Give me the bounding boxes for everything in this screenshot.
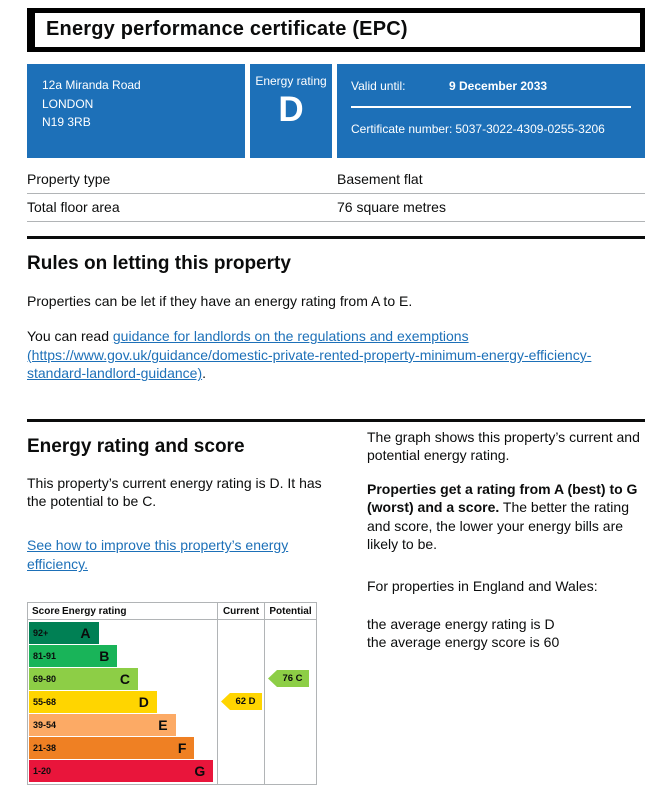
rules-paragraph-1: Properties can be let if they have an en… bbox=[27, 293, 413, 309]
address-line-2: LONDON bbox=[42, 96, 94, 111]
landlord-guidance-link[interactable]: guidance for landlords on the regulation… bbox=[27, 328, 592, 382]
epc-bands-column: 92+ A 81-91 B 69-80 C 55-68 D 39-54 E 21-38 F 1-20 G bbox=[28, 620, 217, 784]
chart-header-potential: Potential bbox=[264, 603, 316, 620]
rules-paragraph-2-prefix: You can read bbox=[27, 328, 113, 345]
property-detail-row: Total floor area 76 square metres bbox=[27, 194, 645, 222]
rules-section: Rules on letting this property Propertie… bbox=[27, 236, 645, 397]
chart-header-score: Score bbox=[32, 605, 60, 617]
rating-section: Energy rating and score This property’s … bbox=[27, 418, 645, 785]
summary-panel: 12a Miranda Road LONDON N19 3RB Energy r… bbox=[27, 64, 645, 158]
epc-band-row: 39-54 E bbox=[28, 714, 217, 737]
valid-until-row: Valid until: 9 December 2033 bbox=[351, 64, 631, 106]
band-letter: G bbox=[194, 763, 206, 780]
property-details-table: Property type Basement flat Total floor ar… bbox=[27, 166, 645, 222]
band-score-range: 1-20 bbox=[33, 766, 52, 777]
validity-box: Valid until: 9 December 2033 Certificate… bbox=[337, 64, 645, 158]
band-letter: B bbox=[99, 648, 110, 665]
average-rating-line: the average energy rating is D bbox=[367, 616, 555, 633]
epc-chart-header: Score Energy rating Current Potential bbox=[28, 603, 316, 621]
epc-band-bar-f: 21-38 F bbox=[29, 737, 195, 760]
rules-paragraph-2: You can read guidance for landlords on t… bbox=[27, 327, 645, 382]
certificate-number-label: Certificate number: bbox=[351, 122, 453, 136]
graph-intro-text: The graph shows this property’s current … bbox=[367, 428, 640, 464]
band-score-range: 81-91 bbox=[33, 651, 57, 662]
detail-value: Basement flat bbox=[337, 171, 423, 187]
band-score-range: 39-54 bbox=[33, 720, 57, 731]
epc-band-row: 55-68 D bbox=[28, 691, 217, 714]
rating-section-right-column: The graph shows this property’s current … bbox=[367, 422, 645, 785]
rating-heading: Energy rating and score bbox=[27, 435, 245, 457]
epc-chart: Score Energy rating Current Potential 92… bbox=[27, 602, 317, 785]
current-rating-column: 62 D bbox=[217, 620, 264, 785]
certificate-number-value: 5037-3022-4309-0255-3206 bbox=[455, 122, 605, 136]
valid-until-value: 9 December 2033 bbox=[449, 79, 548, 93]
energy-rating-value: D bbox=[278, 90, 304, 129]
band-letter: D bbox=[138, 694, 149, 711]
address-line-1: 12a Miranda Road bbox=[42, 78, 141, 92]
page-title: Energy performance certificate (EPC) bbox=[46, 18, 408, 40]
band-letter: C bbox=[119, 671, 131, 688]
rating-explainer-rest: The better the rating and score, the low… bbox=[367, 499, 629, 552]
averages-block: the average energy rating is D the avera… bbox=[367, 615, 645, 651]
potential-rating-column: 76 C bbox=[264, 620, 316, 785]
white-divider bbox=[351, 106, 631, 108]
epc-band-row: 81-91 B bbox=[28, 645, 217, 668]
epc-band-bar-a: 92+ A bbox=[29, 622, 99, 645]
epc-band-bar-d: 55-68 D bbox=[29, 691, 157, 714]
epc-chart-body: 92+ A 81-91 B 69-80 C 55-68 D 39-54 E 21-38 F 1-20 G … bbox=[28, 620, 316, 785]
epc-band-row: 92+ A bbox=[28, 622, 217, 645]
detail-label: Property type bbox=[27, 171, 111, 187]
average-score-line: the average energy score is 60 bbox=[367, 634, 560, 651]
improve-efficiency-link[interactable]: See how to improve this property’s energ… bbox=[27, 537, 289, 573]
certificate-number-row: Certificate number: 5037-3022-4309-0255-3… bbox=[351, 108, 631, 136]
epc-title-inner: Energy performance certificate (EPC) bbox=[35, 13, 640, 47]
valid-until-label: Valid until: bbox=[351, 79, 406, 93]
property-detail-row: Property type Basement flat bbox=[27, 166, 645, 194]
rating-explainer-text: Properties get a rating from A (best) to… bbox=[367, 480, 645, 553]
band-letter: F bbox=[177, 740, 187, 757]
epc-band-row: 69-80 C bbox=[28, 668, 217, 691]
epc-band-bar-b: 81-91 B bbox=[29, 645, 118, 668]
potential-rating-marker: 76 C bbox=[268, 670, 309, 688]
rating-explainer-bold: Properties get a rating from A (best) to… bbox=[367, 481, 638, 516]
epc-band-bar-c: 69-80 C bbox=[29, 668, 139, 691]
band-letter: A bbox=[80, 625, 91, 642]
rules-heading: Rules on letting this property bbox=[27, 253, 291, 274]
epc-band-row: 21-38 F bbox=[28, 737, 217, 760]
rating-section-left-column: Energy rating and score This property’s … bbox=[27, 422, 327, 785]
epc-band-bar-g: 1-20 G bbox=[29, 760, 214, 783]
chart-header-energy-rating: Energy rating bbox=[62, 605, 127, 617]
detail-value: 76 square metres bbox=[337, 199, 446, 215]
england-wales-intro: For properties in England and Wales: bbox=[367, 578, 598, 594]
band-score-range: 55-68 bbox=[33, 697, 57, 708]
detail-label: Total floor area bbox=[27, 199, 120, 215]
epc-band-row: 1-20 G bbox=[28, 760, 217, 783]
band-score-range: 69-80 bbox=[33, 674, 57, 685]
address-line-3: N19 3RB bbox=[42, 115, 91, 130]
energy-rating-box: Energy rating D bbox=[250, 64, 332, 158]
rules-paragraph-2-suffix: . bbox=[202, 365, 206, 382]
property-address: 12a Miranda Road LONDON N19 3RB bbox=[27, 64, 245, 158]
band-score-range: 92+ bbox=[33, 628, 49, 639]
band-score-range: 21-38 bbox=[33, 743, 57, 754]
epc-title-banner: Energy performance certificate (EPC) bbox=[27, 8, 645, 52]
energy-rating-label: Energy rating bbox=[255, 74, 327, 88]
current-rating-text: This property’s current energy rating is… bbox=[27, 474, 322, 510]
band-letter: E bbox=[158, 717, 168, 734]
chart-header-current: Current bbox=[217, 603, 264, 620]
current-rating-marker: 62 D bbox=[221, 693, 262, 711]
chart-header-bands: Score Energy rating bbox=[28, 603, 217, 619]
epc-band-bar-e: 39-54 E bbox=[29, 714, 176, 737]
